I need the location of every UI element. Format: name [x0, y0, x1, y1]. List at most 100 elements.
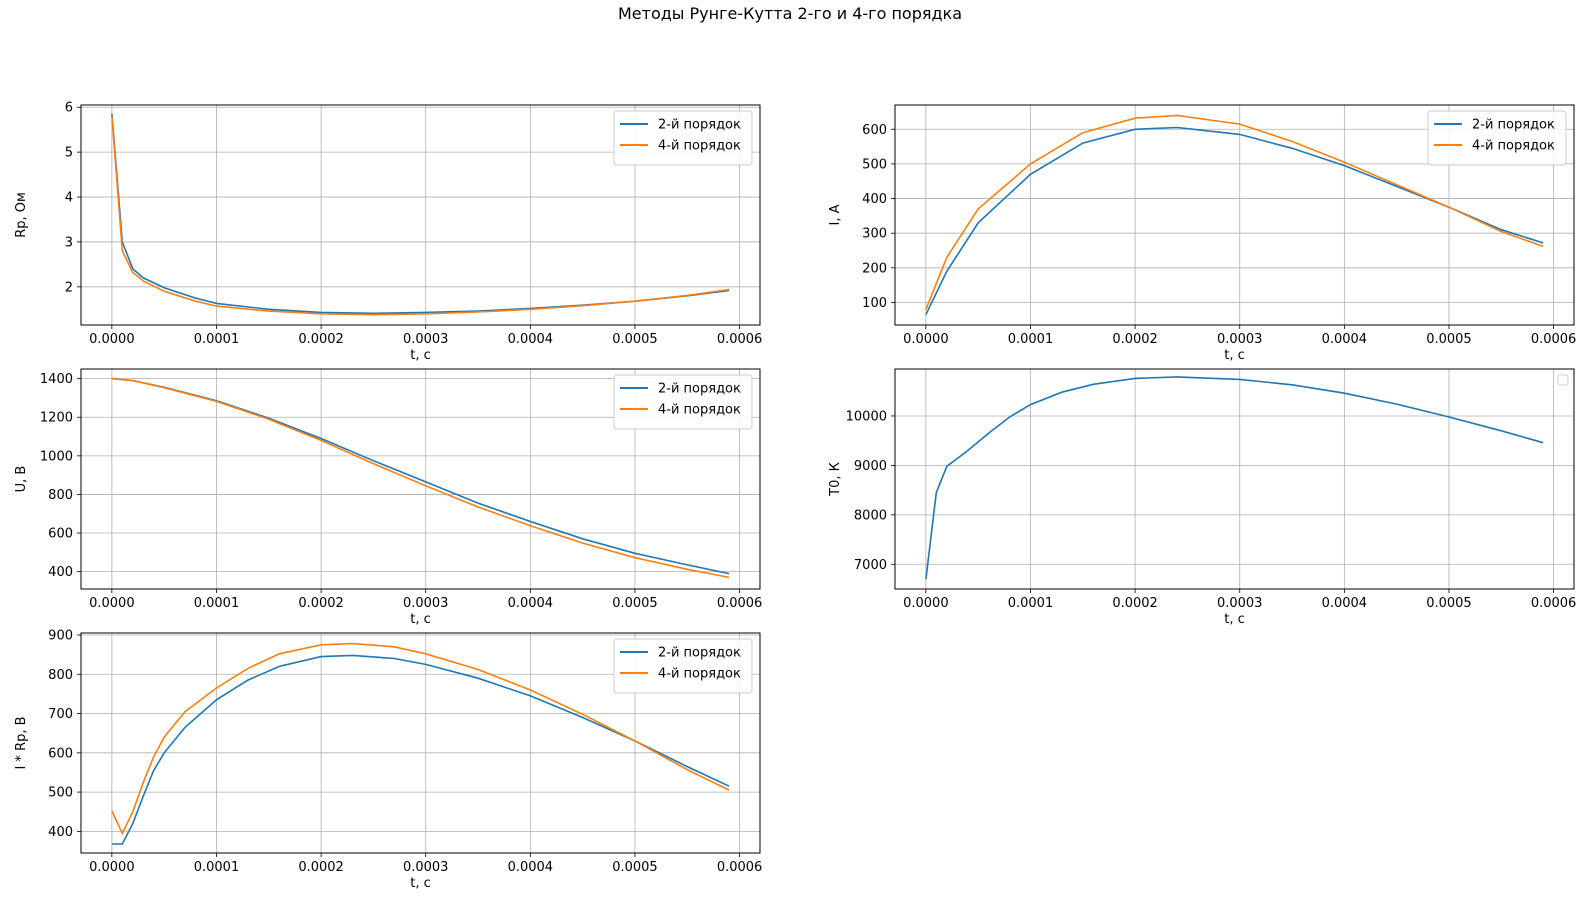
legend-label: 4-й порядок: [658, 139, 741, 154]
x-tick-label: 0.0000: [89, 860, 135, 875]
y-tick-label: 800: [48, 668, 73, 683]
series-line-4th-order: [111, 377, 730, 579]
subplot-rp: 0.0000 0.0001 0.0002 0.0003 0.0004 0.0005 0.00…: [14, 101, 762, 363]
y-tick-label: 8000: [854, 508, 887, 523]
x-axis-label: t, с: [410, 348, 431, 363]
y-tick-label: 1400: [40, 372, 73, 387]
x-tick-label: 0.0006: [717, 332, 763, 347]
x-tick-label: 0.0006: [717, 860, 763, 875]
x-tick-label: 0.0002: [298, 332, 344, 347]
subplot-t0: 0.0000 0.0001 0.0002 0.0003 0.0004 0.0005 0.00…: [828, 368, 1577, 627]
x-tick-label: 0.0005: [612, 332, 658, 347]
x-tick-label: 0.0001: [1008, 332, 1054, 347]
x-axis-label: t, с: [410, 876, 431, 891]
series-line-2nd-order: [111, 654, 730, 845]
legend-label: 2-й порядок: [658, 382, 741, 397]
x-axis-label: t, с: [410, 612, 431, 627]
y-tick-label: 500: [48, 786, 73, 801]
y-tick-label: 3: [65, 235, 73, 250]
legend-label: 4-й порядок: [1472, 139, 1555, 154]
y-tick-label: 200: [862, 261, 887, 276]
x-tick-label: 0.0002: [1112, 332, 1158, 347]
y-axis-label: Rp, Ом: [14, 192, 29, 238]
series-line-4th-order: [111, 642, 730, 836]
y-axis-label: T0, К: [828, 462, 843, 497]
legend-label: 2-й порядок: [658, 646, 741, 661]
y-tick-label: 800: [48, 488, 73, 503]
y-tick-label: 400: [48, 565, 73, 580]
x-tick-label: 0.0003: [403, 860, 449, 875]
legend-box: [613, 110, 753, 166]
subplot-irp: 0.0000 0.0001 0.0002 0.0003 0.0004 0.0005 0.00…: [14, 628, 762, 891]
y-tick-label: 500: [862, 157, 887, 172]
x-tick-label: 0.0005: [612, 596, 658, 611]
y-tick-label: 300: [862, 227, 887, 242]
legend-label: 4-й порядок: [658, 667, 741, 682]
x-tick-label: 0.0004: [1322, 332, 1368, 347]
x-tick-label: 0.0003: [1217, 332, 1263, 347]
x-tick-label: 0.0000: [903, 332, 949, 347]
axes-frame: [80, 368, 761, 590]
axes-frame: [894, 368, 1575, 590]
x-tick-label: 0.0000: [903, 596, 949, 611]
x-tick-label: 0.0006: [1531, 332, 1577, 347]
figure-title: Методы Рунге-Кутта 2-го и 4-го порядка: [617, 4, 962, 23]
y-tick-label: 700: [48, 707, 73, 722]
y-tick-label: 6: [65, 101, 73, 116]
x-axis-label: t, с: [1224, 348, 1245, 363]
y-tick-label: 10000: [846, 409, 887, 424]
x-tick-label: 0.0005: [1426, 332, 1472, 347]
x-tick-label: 0.0000: [89, 332, 135, 347]
axes-frame: [80, 632, 761, 854]
x-tick-label: 0.0003: [403, 596, 449, 611]
x-tick-label: 0.0005: [612, 860, 658, 875]
legend-box-empty: [1557, 374, 1569, 386]
y-axis-label: I, А: [828, 204, 843, 225]
x-tick-label: 0.0004: [508, 860, 554, 875]
subplot-i: 0.0000 0.0001 0.0002 0.0003 0.0004 0.0005 0.00…: [828, 104, 1577, 363]
y-tick-label: 100: [862, 296, 887, 311]
legend-label: 4-й порядок: [658, 403, 741, 418]
x-tick-label: 0.0004: [508, 596, 554, 611]
x-tick-label: 0.0000: [89, 596, 135, 611]
x-tick-label: 0.0003: [403, 332, 449, 347]
y-axis-label: I * Rp, В: [14, 716, 29, 769]
x-tick-label: 0.0001: [194, 332, 240, 347]
series-line-4th-order: [111, 116, 730, 316]
subplot-u: 0.0000 0.0001 0.0002 0.0003 0.0004 0.0005 0.00…: [14, 368, 763, 627]
x-tick-label: 0.0006: [717, 596, 763, 611]
series-line-2nd-order: [925, 376, 1544, 580]
y-axis-label: U, В: [14, 466, 29, 493]
y-tick-label: 400: [862, 192, 887, 207]
y-tick-label: 400: [48, 825, 73, 840]
y-tick-label: 4: [65, 191, 73, 206]
y-tick-label: 7000: [854, 558, 887, 573]
legend-box: [613, 374, 753, 430]
y-tick-label: 600: [48, 746, 73, 761]
axes-frame: [894, 104, 1575, 326]
x-tick-label: 0.0003: [1217, 596, 1263, 611]
y-tick-label: 9000: [854, 459, 887, 474]
legend-label: 2-й порядок: [1472, 118, 1555, 133]
x-tick-label: 0.0004: [1322, 596, 1368, 611]
x-tick-label: 0.0001: [194, 860, 240, 875]
y-tick-label: 1000: [40, 449, 73, 464]
series-line-4th-order: [925, 114, 1544, 310]
y-tick-label: 2: [65, 280, 73, 295]
legend-label: 2-й порядок: [658, 118, 741, 133]
axes-frame: [80, 104, 761, 326]
legend-box: [1427, 110, 1567, 166]
x-tick-label: 0.0004: [508, 332, 554, 347]
x-tick-label: 0.0005: [1426, 596, 1472, 611]
x-tick-label: 0.0001: [194, 596, 240, 611]
x-tick-label: 0.0001: [1008, 596, 1054, 611]
x-tick-label: 0.0002: [1112, 596, 1158, 611]
y-tick-label: 600: [862, 123, 887, 138]
y-tick-label: 5: [65, 146, 73, 161]
x-tick-label: 0.0006: [1531, 596, 1577, 611]
x-tick-label: 0.0002: [298, 596, 344, 611]
y-tick-label: 900: [48, 628, 73, 643]
y-tick-label: 1200: [40, 411, 73, 426]
x-axis-label: t, с: [1224, 612, 1245, 627]
